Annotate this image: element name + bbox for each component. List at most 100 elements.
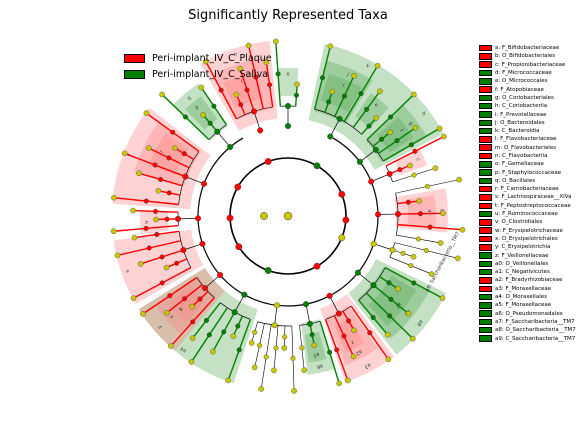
taxon-node <box>158 176 164 182</box>
taxa-key-label: a4: O_Moraxellales <box>495 294 547 301</box>
taxon-node <box>154 231 160 237</box>
taxon-node <box>267 82 273 88</box>
clade-letter-label: h <box>420 111 427 117</box>
taxa-key-item: u: F_Ruminococcaceae <box>479 210 576 218</box>
taxon-node <box>341 333 347 339</box>
taxon-node <box>408 142 414 148</box>
taxon-node <box>342 216 350 224</box>
taxa-key-label: j: O_Bacteroidales <box>495 119 545 126</box>
clade-highlight-sector <box>394 188 448 233</box>
tree-branch <box>253 111 261 131</box>
taxon-node <box>336 380 342 387</box>
class-legend-item: Peri-implant_IV_C_Saliva <box>124 66 272 82</box>
taxon-node <box>423 247 429 253</box>
taxa-key-label: l: F_Flavobacteriaceae <box>495 136 557 143</box>
taxon-node <box>397 167 403 173</box>
taxa-key-swatch <box>479 185 492 193</box>
taxon-node <box>366 123 372 129</box>
taxon-node <box>302 301 309 308</box>
taxa-key-item: a9: C_Saccharibacteria__TM7 <box>479 334 576 342</box>
taxon-node <box>182 173 189 180</box>
taxon-node <box>456 176 462 183</box>
tree-branch <box>178 218 199 220</box>
taxa-key-swatch <box>479 252 492 259</box>
taxa-key-swatch <box>479 61 492 68</box>
taxa-key-label: n: C_Flavobacteriia <box>495 153 548 159</box>
taxa-key-label: h: C_Coriobacteriia <box>495 103 548 110</box>
taxon-node <box>329 88 336 95</box>
taxon-node <box>389 246 396 253</box>
clade-letter-label: u <box>144 220 150 223</box>
taxa-key-item: g: O_Coriobacteriales <box>479 94 576 102</box>
taxon-node <box>131 234 138 241</box>
taxon-node <box>152 162 158 168</box>
taxa-key-label: a2: F_Bradyrhizobiaceae <box>495 277 563 284</box>
taxa-key-item: m: O_Flavobacteriales <box>479 144 576 152</box>
taxa-key-label: a7: F_Saccharibacteria__TM7 <box>495 318 575 325</box>
taxon-node <box>368 178 375 185</box>
taxa-key-swatch <box>479 136 492 143</box>
taxon-node <box>410 253 417 260</box>
class-label: Peri-implant_IV_C_Saliva <box>152 68 269 80</box>
clade-letter-label: l <box>240 79 243 85</box>
taxon-node <box>327 43 334 49</box>
tree-phylum-arc <box>197 137 379 307</box>
taxon-node <box>379 136 385 142</box>
taxa-key-item: r: F_Carnobacteriaceae <box>479 185 576 193</box>
taxon-node <box>155 188 162 194</box>
clade-highlight-sector <box>277 68 299 97</box>
taxa-key-swatch <box>479 119 492 127</box>
clade-highlight-sector <box>168 286 205 323</box>
taxa-key-item: q: O_Bacillales <box>479 177 576 185</box>
taxon-node <box>175 215 182 222</box>
taxon-node <box>301 367 308 373</box>
taxon-node <box>257 342 263 348</box>
tree-branch <box>359 149 377 163</box>
taxa-key-item: a5: F_Moraxellaceae <box>479 301 576 309</box>
taxon-node <box>356 158 363 165</box>
taxon-node <box>241 291 248 298</box>
taxa-key-label: v: O_Clostridiales <box>495 219 543 226</box>
clade-letter-label: a2 <box>355 348 363 356</box>
taxa-key-swatch <box>479 161 492 168</box>
taxa-key-swatch <box>479 78 492 85</box>
taxon-node <box>408 263 414 269</box>
taxa-key-item: j: O_Bacteroidales <box>479 119 576 127</box>
taxa-key-label: x: O_Erysipelotrichales <box>495 235 558 242</box>
taxon-node <box>400 250 406 256</box>
taxa-key-label: r: F_Carnobacteriaceae <box>495 186 559 193</box>
clade-letter-label: n <box>233 51 238 58</box>
taxon-node <box>299 345 305 351</box>
clade-highlight-sector <box>223 71 264 109</box>
clade-letter-label: y <box>157 324 163 330</box>
taxa-key-item: a7: F_Saccharibacteria__TM7 <box>479 318 576 326</box>
taxa-key-item: d: F_Micrococcaceae <box>479 69 576 77</box>
taxa-key-item: n: C_Flavobacteriia <box>479 152 576 160</box>
clade-letter-label: a6 <box>316 363 323 370</box>
taxon-node <box>248 340 255 346</box>
taxa-key-label: a6: O_Pseudomonadales <box>495 310 563 317</box>
taxon-node <box>367 330 373 336</box>
taxa-key-label: q: O_Bacillales <box>495 177 536 184</box>
class-legend-item: Peri-implant_IV_C_Plaque <box>124 50 272 66</box>
taxa-key-label: z: F_Veillonellaceae <box>495 252 549 259</box>
taxa-key-item: a8: O_Saccharibacteria__TM7 <box>479 326 576 334</box>
taxa-key-item: v: O_Clostridiales <box>479 218 576 226</box>
taxa-key-label: u: F_Ruminococcaceae <box>495 211 558 218</box>
tree-branch <box>371 173 390 182</box>
tree-branch <box>373 243 393 251</box>
taxon-node <box>336 115 343 122</box>
taxon-node <box>271 367 277 374</box>
taxa-key-item: a2: F_Bradyrhizobiaceae <box>479 276 576 284</box>
taxa-key-label: d: F_Micrococcaceae <box>495 70 552 77</box>
taxa-key-swatch <box>479 244 492 251</box>
taxon-node <box>221 329 227 335</box>
taxon-node <box>174 260 180 266</box>
taxon-node <box>313 262 321 270</box>
taxon-node <box>290 355 296 361</box>
taxon-node <box>358 91 364 97</box>
clade-letter-label: j <box>345 71 350 77</box>
clade-letter-label: a5 <box>313 351 320 358</box>
taxon-node <box>188 359 195 365</box>
